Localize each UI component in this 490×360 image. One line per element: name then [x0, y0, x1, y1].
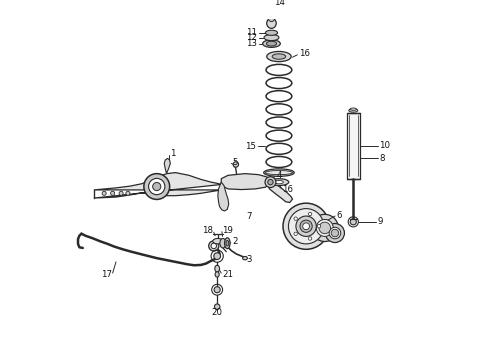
- Ellipse shape: [267, 51, 291, 62]
- Circle shape: [316, 220, 333, 237]
- Text: 16: 16: [282, 185, 294, 194]
- Circle shape: [265, 177, 276, 188]
- Text: 1: 1: [171, 149, 176, 158]
- Circle shape: [209, 241, 219, 251]
- Circle shape: [268, 179, 273, 185]
- Text: 2: 2: [232, 237, 238, 246]
- Ellipse shape: [264, 35, 279, 41]
- Circle shape: [214, 287, 220, 293]
- Ellipse shape: [349, 109, 358, 112]
- Circle shape: [215, 304, 220, 309]
- Ellipse shape: [213, 238, 223, 244]
- Circle shape: [325, 224, 344, 243]
- Circle shape: [214, 253, 220, 260]
- Circle shape: [233, 162, 239, 167]
- Circle shape: [350, 219, 356, 225]
- Ellipse shape: [215, 265, 220, 272]
- Text: 21: 21: [222, 270, 233, 279]
- Text: 12: 12: [246, 33, 257, 42]
- Text: 6: 6: [336, 211, 342, 220]
- Ellipse shape: [266, 30, 277, 35]
- Ellipse shape: [266, 171, 293, 175]
- Ellipse shape: [215, 272, 219, 277]
- Circle shape: [148, 179, 165, 195]
- Ellipse shape: [243, 256, 247, 260]
- Circle shape: [308, 237, 312, 240]
- Text: 19: 19: [222, 226, 233, 235]
- Circle shape: [111, 191, 115, 195]
- Text: 16: 16: [298, 49, 310, 58]
- Circle shape: [331, 229, 339, 237]
- Text: 20: 20: [212, 308, 222, 317]
- Polygon shape: [164, 158, 171, 172]
- Text: 13: 13: [246, 39, 257, 48]
- Text: 8: 8: [379, 154, 385, 163]
- Circle shape: [289, 208, 324, 244]
- Polygon shape: [268, 180, 293, 202]
- Text: 18: 18: [202, 226, 213, 235]
- Circle shape: [311, 214, 338, 242]
- Ellipse shape: [350, 108, 357, 110]
- Ellipse shape: [267, 18, 276, 28]
- Circle shape: [119, 191, 123, 195]
- Circle shape: [211, 243, 217, 249]
- Polygon shape: [218, 182, 229, 211]
- Circle shape: [319, 222, 331, 234]
- Polygon shape: [94, 172, 221, 198]
- Circle shape: [318, 225, 320, 228]
- Polygon shape: [221, 174, 270, 190]
- Ellipse shape: [269, 15, 274, 22]
- Text: 10: 10: [379, 141, 391, 150]
- Circle shape: [300, 220, 312, 232]
- Circle shape: [294, 232, 297, 235]
- Circle shape: [283, 203, 329, 249]
- Text: 7: 7: [246, 212, 252, 221]
- Text: 5: 5: [232, 158, 238, 167]
- Circle shape: [144, 174, 170, 199]
- Ellipse shape: [264, 169, 294, 176]
- Ellipse shape: [220, 238, 226, 248]
- Ellipse shape: [226, 240, 229, 246]
- FancyBboxPatch shape: [347, 113, 360, 179]
- Circle shape: [303, 223, 310, 230]
- Circle shape: [126, 191, 130, 195]
- Ellipse shape: [274, 180, 283, 184]
- Text: 14: 14: [274, 0, 285, 8]
- Ellipse shape: [267, 41, 276, 46]
- Ellipse shape: [263, 40, 280, 48]
- Circle shape: [294, 217, 297, 220]
- Circle shape: [329, 227, 341, 239]
- Ellipse shape: [272, 54, 286, 59]
- Circle shape: [102, 191, 106, 195]
- Text: 3: 3: [246, 255, 252, 264]
- Text: 11: 11: [246, 28, 257, 37]
- Circle shape: [153, 183, 161, 190]
- Circle shape: [296, 216, 316, 237]
- Text: 15: 15: [245, 142, 256, 151]
- Text: 4: 4: [276, 171, 282, 180]
- Ellipse shape: [224, 238, 230, 249]
- Circle shape: [308, 212, 312, 216]
- Text: 17: 17: [101, 270, 112, 279]
- Text: 9: 9: [377, 217, 383, 226]
- Ellipse shape: [269, 179, 289, 185]
